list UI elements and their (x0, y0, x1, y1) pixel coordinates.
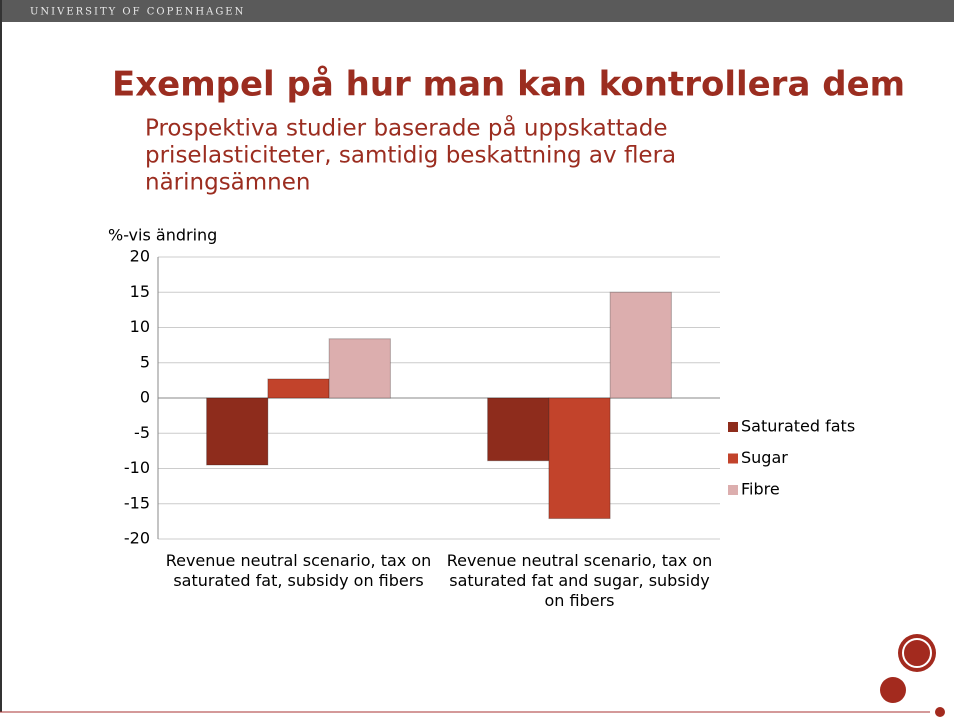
x-tick-label: Revenue neutral scenario, tax on saturat… (165, 551, 432, 590)
bar (267, 378, 330, 399)
x-tick-label: Revenue neutral scenario, tax on saturat… (446, 551, 713, 610)
y-tick-label: -5 (134, 423, 150, 442)
y-tick-label: 5 (140, 352, 150, 371)
y-tick-label: 10 (130, 317, 150, 336)
y-tick-label: 0 (140, 388, 150, 407)
legend-label: Sugar (741, 448, 788, 467)
y-tick-label: -15 (124, 493, 150, 512)
footer-dot (935, 707, 945, 717)
subtitle-line: Prospektiva studier baserade på uppskatt… (145, 114, 668, 142)
subtitle-line: priselasticiteter, samtidig beskattning … (145, 143, 676, 169)
legend-swatch (728, 422, 738, 432)
bar (609, 291, 672, 399)
y-tick-label: 20 (130, 247, 150, 266)
legend-swatch (728, 453, 738, 464)
decor-dot (880, 677, 906, 703)
legend-label: Saturated fats (741, 417, 855, 436)
bar (487, 397, 550, 462)
legend-label: Fibre (741, 480, 780, 499)
legend-swatch (728, 485, 738, 495)
bar (206, 397, 269, 466)
bar (328, 338, 391, 399)
slide-title: Exempel på hur man kan kontrollera dem (112, 65, 905, 105)
y-axis-label: %-vis ändring (108, 226, 217, 245)
y-tick-label: -10 (124, 458, 150, 477)
y-tick-label: 15 (130, 282, 150, 301)
header-bar (0, 0, 954, 22)
y-tick-label: -20 (124, 529, 150, 548)
bar (548, 397, 611, 520)
logo-ring (902, 638, 932, 668)
header-text: UNIVERSITY OF COPENHAGEN (30, 7, 245, 18)
subtitle-line: näringsämnen (145, 170, 310, 196)
